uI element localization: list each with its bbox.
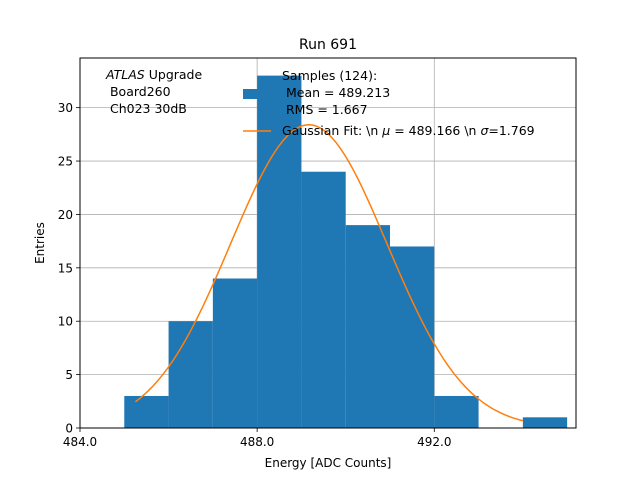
histogram-bar bbox=[390, 246, 435, 428]
legend-fit-prefix: Gaussian Fit: \n bbox=[282, 123, 382, 138]
annotation-upgrade: Upgrade bbox=[149, 67, 203, 82]
legend: Samples (124): Mean = 489.213 RMS = 1.66… bbox=[243, 68, 535, 138]
legend-samples-line-2: Mean = 489.213 bbox=[282, 85, 390, 100]
histogram-bar bbox=[434, 395, 479, 428]
legend-fit-label: Gaussian Fit: \n μ = 489.166 \n σ=1.769 bbox=[282, 123, 535, 138]
histogram-bar bbox=[168, 321, 213, 428]
x-tick-label: 488.0 bbox=[240, 435, 274, 449]
y-axis-label: Entries bbox=[33, 222, 47, 264]
histogram-bar bbox=[124, 395, 169, 428]
annotation-line-2: Board260 bbox=[106, 84, 171, 99]
histogram-bars bbox=[124, 75, 568, 428]
y-tick-label: 5 bbox=[65, 368, 73, 382]
axis-ticks: 484.0 488.0 492.0 0 5 10 15 20 25 30 bbox=[58, 101, 452, 449]
axes-frame bbox=[79, 57, 577, 429]
histogram-bar bbox=[301, 171, 346, 428]
histogram-bar bbox=[522, 417, 568, 428]
legend-samples-line-1: Samples (124): bbox=[282, 68, 377, 83]
y-tick-label: 25 bbox=[58, 155, 73, 169]
annotation-line-1: ATLAS Upgrade bbox=[105, 67, 202, 82]
histogram-bar bbox=[345, 225, 390, 428]
legend-samples-line-3: RMS = 1.667 bbox=[282, 102, 368, 117]
x-axis-label: Energy [ADC Counts] bbox=[265, 456, 392, 470]
atlas-annotation: ATLAS Upgrade Board260 Ch023 30dB bbox=[105, 67, 202, 116]
chart-title: Run 691 bbox=[299, 37, 357, 53]
legend-fit-sigma-symbol: σ bbox=[480, 123, 489, 138]
annotation-line-3: Ch023 30dB bbox=[106, 101, 187, 116]
gaussian-fit-curve bbox=[134, 124, 524, 422]
legend-samples-swatch bbox=[243, 89, 271, 99]
histogram-bar bbox=[257, 75, 302, 428]
legend-fit-mu-symbol: μ bbox=[381, 123, 390, 138]
legend-fit-mu-text: = 489.166 \n bbox=[390, 123, 480, 138]
y-tick-label: 30 bbox=[58, 101, 73, 115]
y-tick-label: 0 bbox=[65, 422, 73, 436]
y-tick-label: 20 bbox=[58, 208, 73, 222]
y-tick-label: 15 bbox=[58, 261, 73, 275]
legend-fit-sigma-text: =1.769 bbox=[488, 123, 534, 138]
histogram-bar bbox=[212, 278, 258, 428]
x-tick-label: 484.0 bbox=[63, 435, 97, 449]
gaussian-fit-curve-group bbox=[134, 124, 524, 422]
x-tick-label: 492.0 bbox=[417, 435, 451, 449]
y-tick-label: 10 bbox=[58, 315, 73, 329]
annotation-atlas: ATLAS bbox=[105, 67, 145, 82]
